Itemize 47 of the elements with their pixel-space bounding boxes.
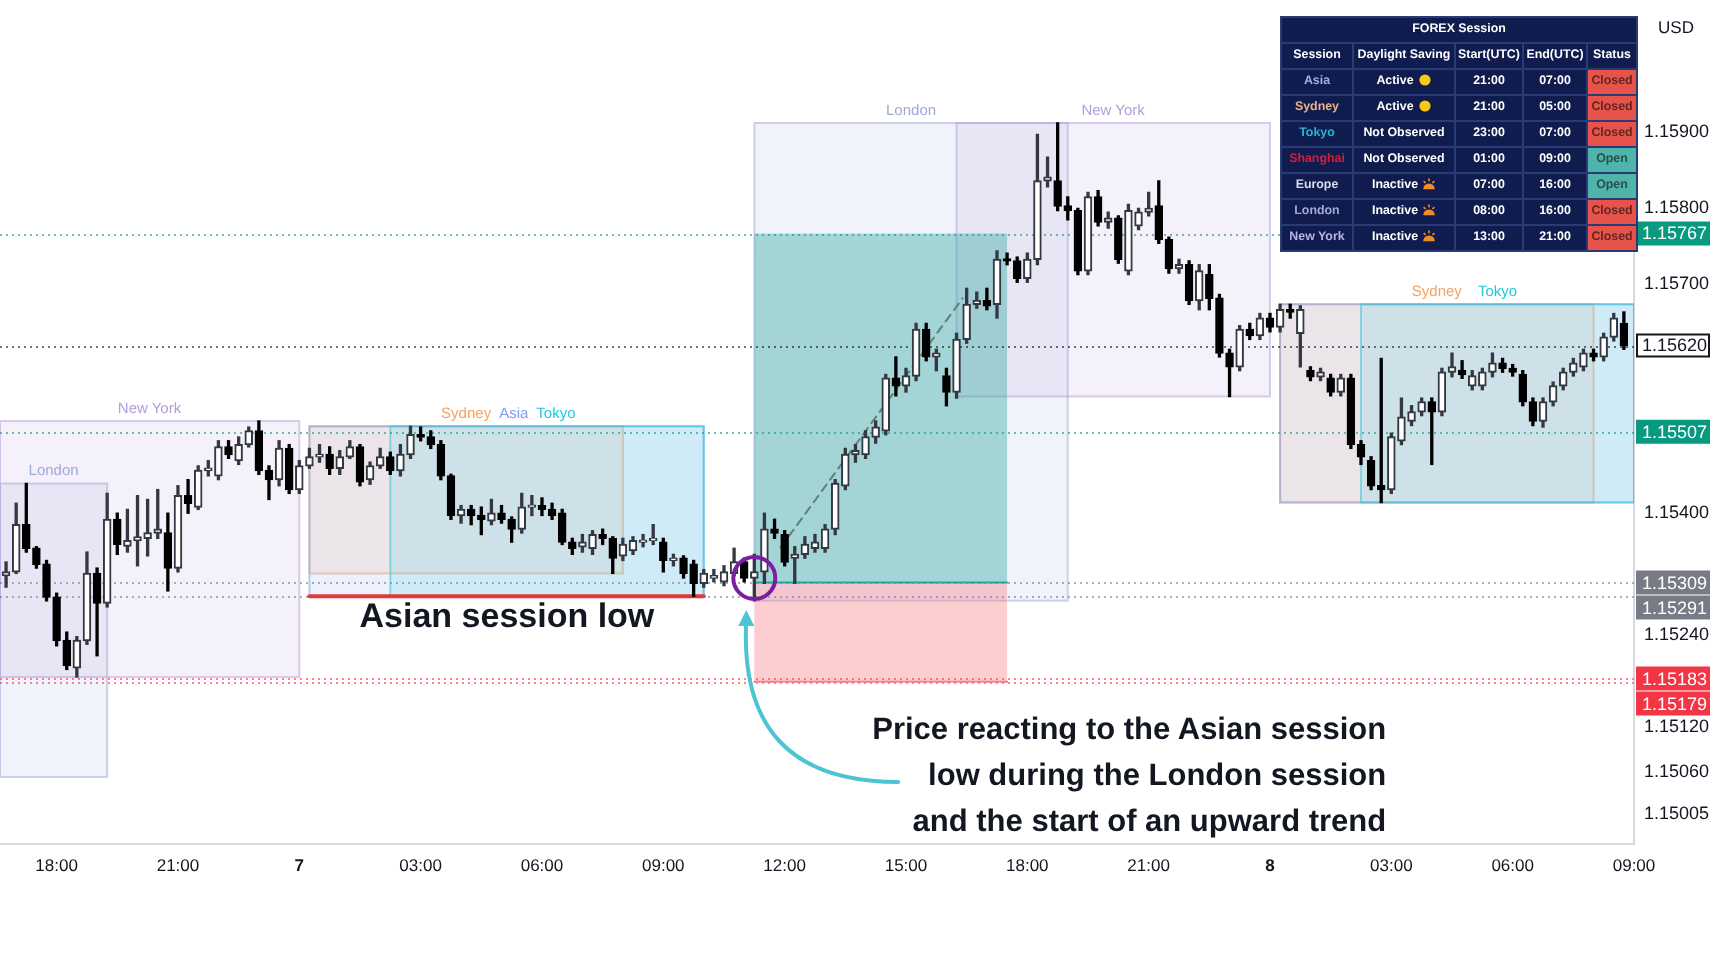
y-tick-label: 1.15060	[1644, 761, 1710, 782]
candlestick	[1306, 366, 1315, 382]
ref-line-label: 1.15620	[1642, 335, 1708, 356]
x-tick-label: 06:00	[520, 854, 564, 875]
x-tick-label: 8	[1265, 854, 1276, 875]
x-tick-label: 7	[294, 854, 305, 875]
candlestick	[1043, 156, 1052, 188]
annotation: Asian session low	[359, 596, 656, 635]
x-tick-label: 03:00	[1370, 854, 1414, 875]
y-axis-title: USD	[1658, 16, 1694, 37]
candlestick	[942, 367, 951, 407]
candlestick	[305, 447, 314, 469]
x-tick-label: 21:00	[1127, 854, 1171, 875]
candlestick	[891, 356, 901, 397]
candlestick	[1488, 352, 1497, 378]
candlestick	[770, 518, 779, 540]
x-tick-label: 06:00	[1491, 854, 1535, 875]
ref-line-label: 1.15183	[1642, 668, 1708, 689]
candlestick	[224, 440, 233, 459]
ref-line-label: 1.15507	[1642, 421, 1708, 442]
y-tick-label: 1.15240	[1644, 624, 1710, 645]
y-tick-label: 1.15120	[1644, 715, 1710, 736]
ref-line-label: 1.15291	[1642, 597, 1708, 618]
legend-label: 1.15179	[1642, 693, 1708, 714]
candlestick	[183, 479, 193, 514]
x-tick-label: 03:00	[399, 854, 443, 875]
y-tick-label: 1.15800	[1644, 197, 1710, 218]
annotation: Price reacting to the Asian session low during the London session and the start of an upward trend	[872, 712, 1387, 839]
x-tick-label: 09:00	[642, 854, 686, 875]
candlestick	[1589, 348, 1598, 362]
candlestick	[487, 498, 496, 526]
y-tick-label: 1.15005	[1644, 803, 1710, 824]
y-tick-label: 1.15900	[1644, 121, 1710, 142]
candlestick	[1225, 348, 1234, 398]
x-tick-label: 18:00	[35, 854, 79, 875]
x-tick-label: 21:00	[156, 854, 200, 875]
ref-line-label: 1.15309	[1642, 572, 1708, 593]
candlestick	[325, 446, 334, 475]
x-tick-label: 18:00	[1006, 854, 1050, 875]
x-tick-label: 15:00	[884, 854, 928, 875]
x-tick-label: 12:00	[763, 854, 807, 875]
candlestick	[527, 495, 537, 517]
y-tick-label: 1.15400	[1644, 502, 1710, 523]
x-tick-label: 09:00	[1612, 854, 1656, 875]
ref-line-label: 1.15767	[1642, 223, 1708, 244]
y-tick-label: 1.15700	[1644, 273, 1710, 294]
candlestick	[760, 512, 769, 584]
